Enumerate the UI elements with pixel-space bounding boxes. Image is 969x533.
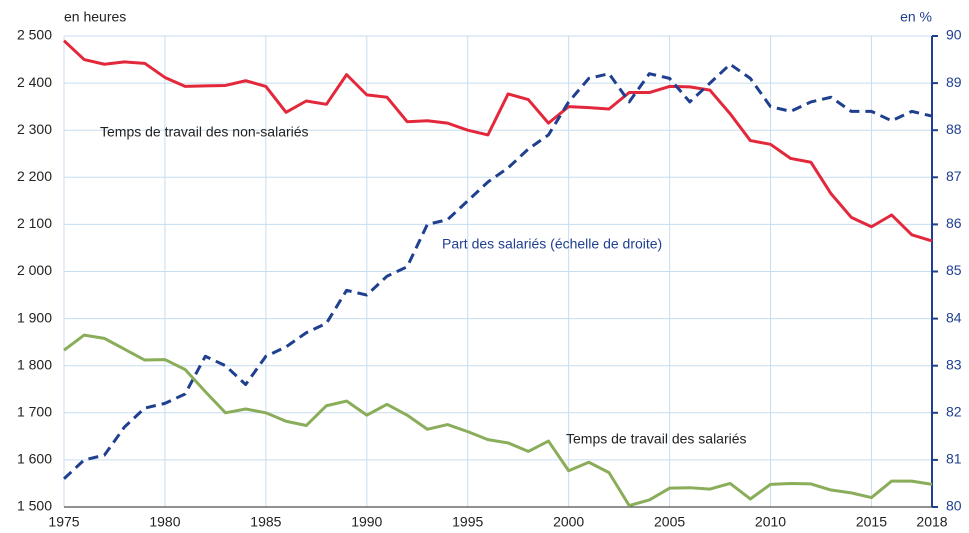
series-label: Temps de travail des non-salariés bbox=[100, 124, 309, 140]
series-line bbox=[63, 333, 933, 508]
left-unit: en heures bbox=[64, 9, 126, 25]
y2-tick-label: 86 bbox=[946, 215, 962, 231]
y-tick-label: 1 800 bbox=[17, 356, 52, 372]
x-tick-label: 2018 bbox=[916, 514, 947, 530]
y2-tick-label: 85 bbox=[946, 262, 962, 278]
series-label: Temps de travail des salariés bbox=[566, 431, 747, 447]
y2-tick-label: 80 bbox=[946, 498, 962, 514]
right-unit: en % bbox=[900, 9, 932, 25]
y-tick-label: 2 100 bbox=[17, 215, 52, 231]
x-tick-label: 2010 bbox=[755, 514, 786, 530]
y2-tick-label: 89 bbox=[946, 74, 962, 90]
y2-tick-label: 84 bbox=[946, 309, 962, 325]
x-tick-label: 1985 bbox=[250, 514, 281, 530]
x-tick-label: 1980 bbox=[149, 514, 180, 530]
y-tick-label: 1 700 bbox=[17, 404, 52, 420]
x-tick-label: 2005 bbox=[654, 514, 685, 530]
y2-tick-label: 83 bbox=[946, 356, 962, 372]
series-label: Part des salariés (échelle de droite) bbox=[442, 236, 662, 252]
series-line bbox=[62, 39, 933, 243]
x-tick-label: 1995 bbox=[452, 514, 483, 530]
y-tick-label: 2 000 bbox=[17, 262, 52, 278]
y-tick-label: 1 500 bbox=[17, 498, 52, 514]
y2-tick-label: 90 bbox=[946, 27, 962, 43]
y-tick-label: 2 200 bbox=[17, 168, 52, 184]
y2-tick-label: 87 bbox=[946, 168, 962, 184]
x-tick-label: 1990 bbox=[351, 514, 382, 530]
x-tick-label: 2015 bbox=[856, 514, 887, 530]
y-tick-label: 2 300 bbox=[17, 121, 52, 137]
x-tick-label: 1975 bbox=[48, 514, 79, 530]
y-tick-label: 2 400 bbox=[17, 74, 52, 90]
y-tick-label: 1 600 bbox=[17, 451, 52, 467]
y2-tick-label: 82 bbox=[946, 404, 962, 420]
y2-tick-label: 88 bbox=[946, 121, 962, 137]
y2-tick-label: 81 bbox=[946, 451, 962, 467]
x-tick-label: 2000 bbox=[553, 514, 584, 530]
y-tick-label: 1 900 bbox=[17, 309, 52, 325]
series-line bbox=[62, 62, 933, 480]
y-tick-label: 2 500 bbox=[17, 27, 52, 43]
